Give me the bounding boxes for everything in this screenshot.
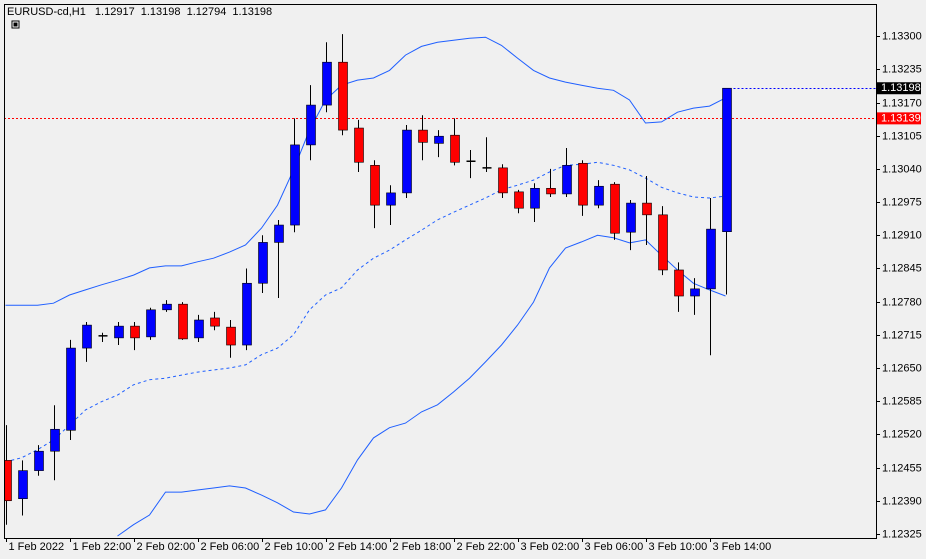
x-tick-label: 2 Feb 10:00 bbox=[265, 541, 324, 553]
candle-body bbox=[258, 242, 268, 284]
candle-body bbox=[722, 87, 732, 232]
x-tick-label: 3 Feb 06:00 bbox=[585, 541, 644, 553]
header-open: 1.12917 bbox=[95, 6, 135, 18]
one-click-icon-inner bbox=[13, 22, 18, 27]
candle-body bbox=[290, 144, 300, 226]
candle-body bbox=[34, 450, 44, 471]
candle-body bbox=[514, 191, 524, 209]
candle-body bbox=[402, 129, 412, 194]
y-tick-label: 1.12780 bbox=[882, 296, 922, 308]
header-low: 1.12794 bbox=[187, 6, 227, 18]
price-box bbox=[877, 112, 921, 125]
candle-body bbox=[338, 61, 348, 131]
x-tick-label: 2 Feb 22:00 bbox=[457, 541, 516, 553]
candle-body bbox=[4, 460, 12, 502]
candle-body bbox=[50, 428, 60, 452]
candle-body bbox=[178, 303, 188, 340]
y-tick-label: 1.12325 bbox=[882, 528, 922, 540]
candle-body bbox=[210, 317, 220, 327]
candle-body bbox=[690, 288, 700, 297]
candle-body bbox=[82, 324, 92, 349]
candle-body bbox=[146, 309, 156, 338]
plot-area bbox=[4, 34, 876, 537]
y-tick-label: 1.12910 bbox=[882, 229, 922, 241]
candle-body bbox=[578, 162, 588, 206]
x-tick-label: 2 Feb 06:00 bbox=[201, 541, 260, 553]
y-tick-label: 1.12715 bbox=[882, 329, 922, 341]
symbol: EURUSD-cd,H1 bbox=[7, 6, 86, 18]
x-tick-label: 2 Feb 14:00 bbox=[329, 541, 388, 553]
x-tick-label: 2 Feb 02:00 bbox=[137, 541, 196, 553]
candle-body bbox=[610, 183, 620, 234]
candle-body bbox=[130, 325, 140, 339]
y-tick-label: 1.12845 bbox=[882, 262, 922, 274]
x-tick-label: 3 Feb 02:00 bbox=[521, 541, 580, 553]
candle-body bbox=[546, 187, 556, 195]
candle-body bbox=[274, 224, 284, 243]
y-tick-label: 1.13040 bbox=[882, 163, 922, 175]
y-tick-label: 1.12520 bbox=[882, 428, 922, 440]
candle-body bbox=[226, 326, 236, 346]
plot-border bbox=[4, 4, 877, 539]
candle-body bbox=[658, 214, 668, 271]
candle-body bbox=[498, 167, 508, 194]
candle-body bbox=[370, 165, 380, 206]
y-tick-label: 1.12390 bbox=[882, 495, 922, 507]
candle-body bbox=[674, 269, 684, 297]
price-box-label: 1.13139 bbox=[881, 112, 921, 124]
axes: 1.13300 1.13235 1.13170 1.13105 1.13040 1.129… bbox=[6, 30, 922, 553]
price-box-label: 1.13198 bbox=[881, 82, 921, 94]
x-tick-label: 2 Feb 18:00 bbox=[393, 541, 452, 553]
y-tick-label: 1.12975 bbox=[882, 196, 922, 208]
x-tick-label: 1 Feb 2022 bbox=[9, 541, 65, 553]
price-box bbox=[877, 82, 921, 95]
y-tick-label: 1.12650 bbox=[882, 362, 922, 374]
candle-body bbox=[194, 319, 204, 339]
candle-body bbox=[434, 135, 444, 144]
y-tick-label: 1.13235 bbox=[882, 63, 922, 75]
candle-body bbox=[530, 187, 540, 209]
x-tick-label: 3 Feb 14:00 bbox=[713, 541, 772, 553]
chart-header: EURUSD-cd,H1 1.12917 1.13198 1.12794 1.1… bbox=[7, 6, 272, 18]
candle-body bbox=[562, 165, 572, 195]
candle-body bbox=[306, 104, 316, 146]
candle-body bbox=[162, 303, 172, 311]
y-tick-label: 1.13105 bbox=[882, 130, 922, 142]
candle-body bbox=[594, 185, 604, 206]
candle-body bbox=[114, 325, 124, 339]
header-high: 1.13198 bbox=[141, 6, 181, 18]
candle-body bbox=[706, 228, 716, 290]
candle-body bbox=[626, 202, 636, 233]
y-tick-label: 1.12585 bbox=[882, 395, 922, 407]
y-tick-label: 1.13170 bbox=[882, 97, 922, 109]
candle-body bbox=[18, 470, 28, 499]
candle-body bbox=[642, 202, 652, 216]
candle-body bbox=[354, 127, 364, 163]
header-close: 1.13198 bbox=[232, 6, 272, 18]
y-tick-label: 1.13300 bbox=[882, 30, 922, 42]
y-tick-label: 1.12455 bbox=[882, 462, 922, 474]
candle-body bbox=[450, 134, 460, 163]
candle-body bbox=[322, 61, 332, 106]
x-tick-label: 3 Feb 10:00 bbox=[649, 541, 708, 553]
x-tick-label: 1 Feb 22:00 bbox=[73, 541, 132, 553]
candle-body bbox=[386, 192, 396, 206]
candle-body bbox=[418, 129, 428, 143]
bollinger-band bbox=[117, 234, 726, 537]
bollinger-band bbox=[5, 36, 726, 306]
candle-body bbox=[66, 347, 76, 431]
candle-body bbox=[242, 282, 252, 346]
